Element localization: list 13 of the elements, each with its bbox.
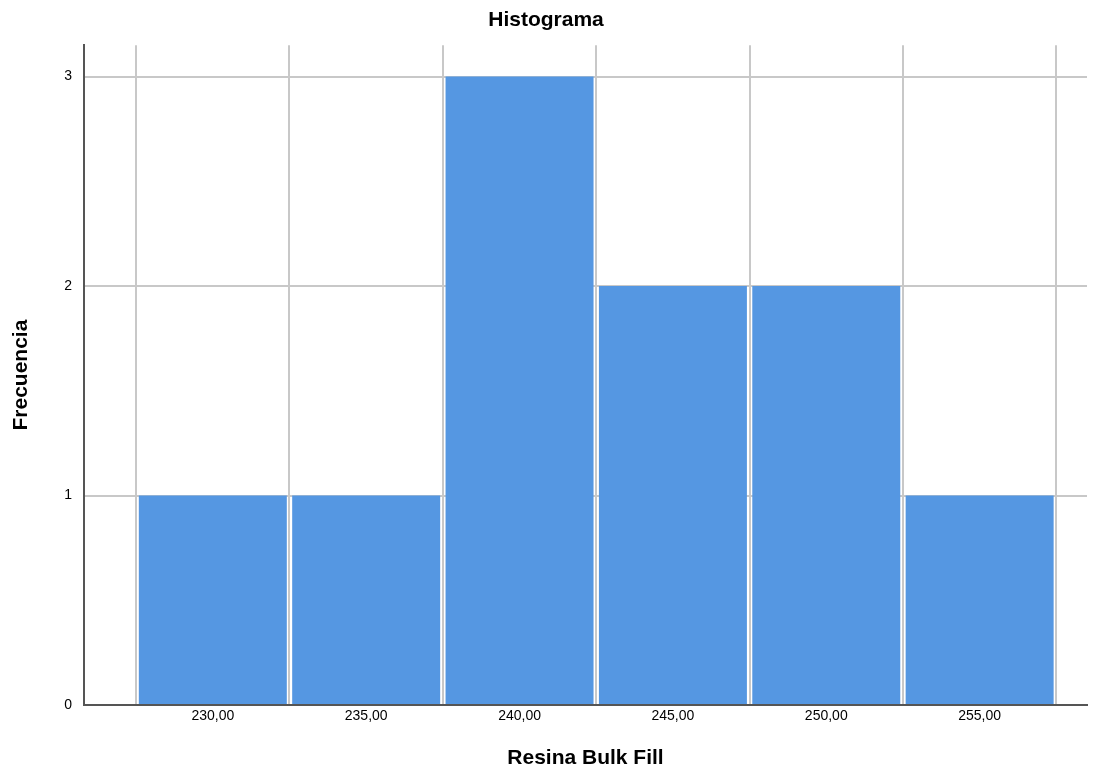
chart-title: Histograma: [488, 7, 605, 31]
x-tick-label: 235,00: [344, 707, 388, 724]
y-tick-label: 1: [64, 486, 73, 503]
y-tick-label: 2: [64, 276, 73, 293]
y-tick-label: 0: [64, 695, 73, 712]
x-tick-label: 255,00: [958, 707, 1002, 724]
x-axis-title: Resina Bulk Fill: [507, 745, 664, 769]
x-tick-label: 250,00: [804, 707, 848, 724]
x-tick-label: 240,00: [498, 707, 542, 724]
x-tick-label: 245,00: [651, 707, 695, 724]
y-tick-label: 3: [64, 67, 73, 84]
y-axis-title: Frecuencia: [8, 319, 32, 431]
x-tick-label: 230,00: [191, 707, 235, 724]
